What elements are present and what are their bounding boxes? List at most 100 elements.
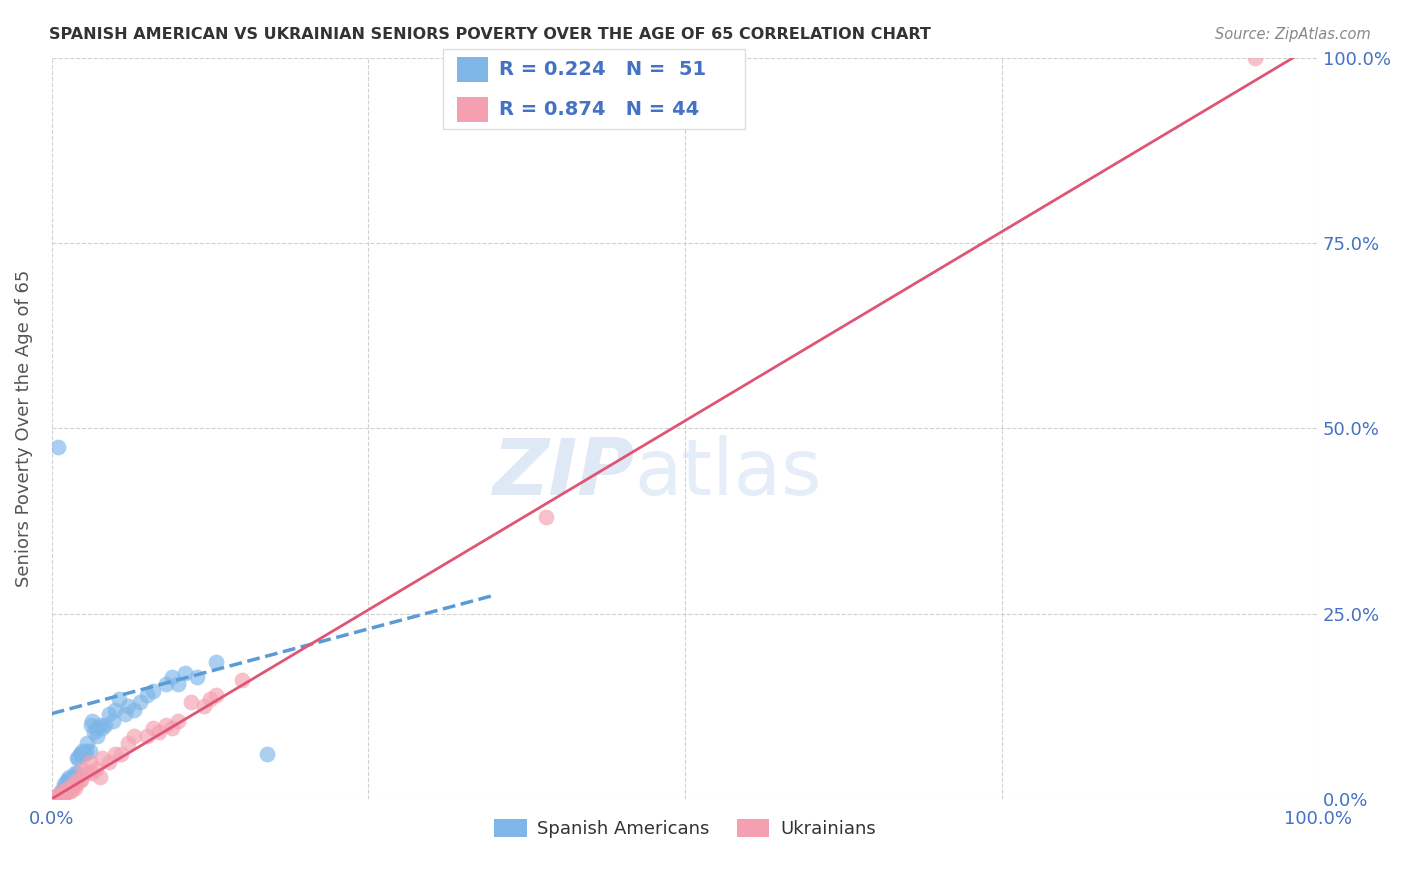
- Point: [58, 770, 80, 784]
- Point: [167, 714, 190, 728]
- Point: [142, 722, 165, 736]
- Point: [94, 717, 117, 731]
- Point: [52, 788, 75, 802]
- Point: [65, 770, 87, 784]
- Point: [66, 765, 89, 780]
- Point: [53, 777, 76, 791]
- Point: [231, 673, 253, 688]
- Y-axis label: Seniors Poverty Over the Age of 65: Seniors Poverty Over the Age of 65: [15, 269, 32, 587]
- Point: [70, 744, 93, 758]
- Point: [135, 688, 157, 702]
- Point: [49, 784, 72, 798]
- Point: [69, 747, 91, 762]
- Point: [65, 777, 87, 791]
- Point: [59, 784, 82, 798]
- Point: [89, 770, 111, 784]
- Point: [186, 669, 208, 683]
- Point: [155, 677, 177, 691]
- Text: SPANISH AMERICAN VS UKRAINIAN SENIORS POVERTY OVER THE AGE OF 65 CORRELATION CHA: SPANISH AMERICAN VS UKRAINIAN SENIORS PO…: [49, 27, 931, 42]
- Point: [66, 751, 89, 765]
- Point: [63, 765, 86, 780]
- Text: R = 0.224   N =  51: R = 0.224 N = 51: [499, 61, 706, 79]
- Point: [122, 703, 145, 717]
- Point: [53, 788, 76, 802]
- Point: [1243, 51, 1265, 65]
- Legend: Spanish Americans, Ukrainians: Spanish Americans, Ukrainians: [486, 812, 883, 846]
- Point: [62, 777, 84, 791]
- Point: [160, 722, 183, 736]
- Point: [173, 665, 195, 680]
- Point: [53, 780, 76, 795]
- Point: [205, 688, 228, 702]
- Point: [66, 773, 89, 788]
- Point: [51, 784, 73, 798]
- Point: [76, 736, 98, 750]
- Point: [59, 773, 82, 788]
- Point: [97, 755, 120, 769]
- Point: [160, 669, 183, 683]
- Point: [58, 784, 80, 798]
- Point: [205, 655, 228, 669]
- Point: [84, 762, 107, 776]
- Point: [135, 729, 157, 743]
- Point: [69, 773, 91, 788]
- Point: [91, 722, 114, 736]
- Point: [56, 773, 79, 788]
- Point: [82, 714, 104, 728]
- Point: [70, 747, 93, 762]
- Point: [155, 717, 177, 731]
- Point: [89, 717, 111, 731]
- Point: [55, 784, 77, 798]
- Text: R = 0.874   N = 44: R = 0.874 N = 44: [499, 101, 699, 120]
- Point: [73, 747, 96, 762]
- Point: [117, 736, 139, 750]
- Point: [75, 765, 97, 780]
- Point: [63, 780, 86, 795]
- Point: [79, 755, 101, 769]
- Point: [193, 699, 215, 714]
- Point: [49, 788, 72, 802]
- Point: [129, 696, 152, 710]
- Point: [110, 747, 132, 762]
- Point: [534, 510, 557, 524]
- Point: [82, 765, 104, 780]
- Point: [101, 714, 124, 728]
- Point: [122, 729, 145, 743]
- Point: [142, 684, 165, 698]
- Point: [72, 762, 94, 776]
- Point: [55, 777, 77, 791]
- Point: [180, 696, 202, 710]
- Point: [46, 788, 69, 802]
- Point: [79, 744, 101, 758]
- Point: [62, 770, 84, 784]
- Point: [45, 790, 67, 805]
- Text: atlas: atlas: [634, 434, 821, 511]
- Point: [117, 699, 139, 714]
- Point: [97, 706, 120, 721]
- Point: [51, 784, 73, 798]
- Point: [56, 784, 79, 798]
- Point: [58, 780, 80, 795]
- Text: Source: ZipAtlas.com: Source: ZipAtlas.com: [1215, 27, 1371, 42]
- Point: [104, 703, 127, 717]
- Point: [148, 725, 170, 739]
- Point: [104, 747, 127, 762]
- Point: [46, 788, 69, 802]
- Point: [67, 751, 90, 765]
- Point: [75, 744, 97, 758]
- Point: [198, 691, 221, 706]
- Point: [46, 440, 69, 454]
- Point: [58, 773, 80, 788]
- Point: [86, 729, 108, 743]
- Point: [167, 677, 190, 691]
- Point: [60, 780, 83, 795]
- Point: [72, 747, 94, 762]
- Point: [114, 706, 136, 721]
- Point: [84, 722, 107, 736]
- Text: ZIP: ZIP: [492, 434, 634, 511]
- Point: [70, 773, 93, 788]
- Point: [80, 717, 103, 731]
- Point: [60, 773, 83, 788]
- Point: [91, 751, 114, 765]
- Point: [256, 747, 278, 762]
